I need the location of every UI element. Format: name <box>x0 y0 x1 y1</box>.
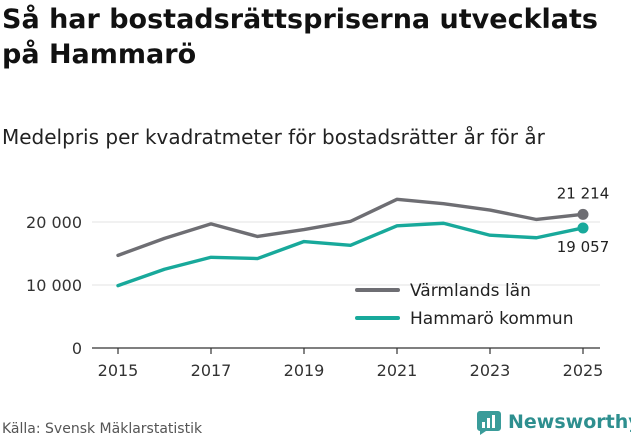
y-tick-label: 20 000 <box>26 213 82 232</box>
x-tick-label: 2019 <box>284 361 325 380</box>
end-point-marker <box>577 222 589 234</box>
source-note: Källa: Svensk Mäklarstatistik <box>2 421 203 437</box>
line-chart: 0 10 000 20 000 2015 2017 2019 2021 2023 2025 21 … <box>26 184 610 380</box>
chart-subtitle: Medelpris per kvadratmeter för bostadsrä… <box>2 125 545 149</box>
legend-label: Hammarö kommun <box>410 309 573 329</box>
chart-title: Så har bostadsrättspriserna utvecklats p… <box>2 4 599 70</box>
newsworthy-logo-icon <box>477 411 501 435</box>
x-tick-label: 2021 <box>377 361 418 380</box>
end-point-marker <box>577 208 589 220</box>
y-tick-label: 0 <box>72 339 82 358</box>
y-tick-label: 10 000 <box>26 276 82 295</box>
x-tick-label: 2015 <box>98 361 139 380</box>
series-line-varmlands-lan <box>116 197 585 258</box>
end-value-label: 21 214 <box>557 184 610 202</box>
x-tick-label: 2025 <box>563 361 604 380</box>
newsworthy-logo: Newsworthy <box>476 409 631 435</box>
legend-label: Värmlands län <box>410 281 531 301</box>
brand-name: Newsworthy <box>508 411 631 433</box>
series-line-hammaro-kommun <box>116 221 585 288</box>
x-tick-label: 2017 <box>191 361 232 380</box>
end-value-label: 19 057 <box>557 238 610 256</box>
x-tick-label: 2023 <box>470 361 511 380</box>
